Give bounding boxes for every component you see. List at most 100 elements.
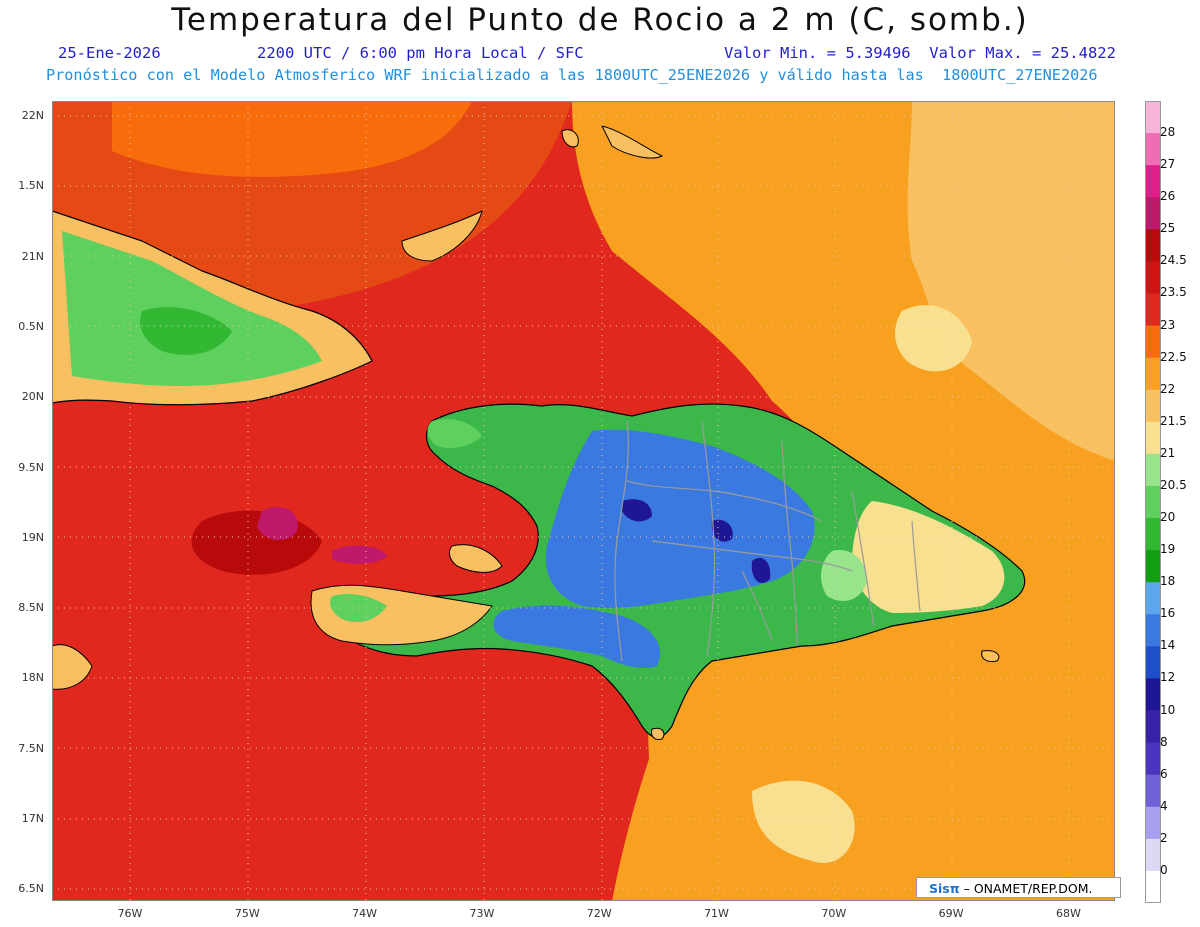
latitude-label: 21N: [21, 249, 44, 263]
colorbar-swatch: [1145, 133, 1161, 166]
colorbar-level-label: 27: [1160, 157, 1176, 172]
hispaniola-blue-core: [545, 429, 815, 609]
light-orange-region: [907, 101, 1115, 461]
latitude-label: 9.5N: [18, 460, 44, 474]
colorbar-swatch: [1145, 357, 1161, 391]
south-yellow-blob: [752, 780, 855, 863]
colorbar-swatch: [1145, 453, 1161, 487]
colorbar-swatch: [1145, 165, 1161, 198]
colorbar-frame: [1145, 101, 1161, 903]
colorbar-level-label: 8: [1160, 734, 1168, 749]
latitude-label: 17N: [21, 812, 44, 825]
north-yellow-blob: [895, 305, 972, 372]
colorbar-level-label: 18: [1160, 574, 1176, 589]
colorbar-swatch: [1145, 421, 1161, 455]
colorbar-level-label: 26: [1160, 189, 1176, 204]
colorbar-swatch: [1145, 870, 1161, 903]
credit-text: – ONAMET/REP.DOM.: [959, 881, 1093, 896]
latitude-label: 0.5N: [18, 319, 44, 333]
colorbar-swatch: [1145, 614, 1161, 647]
colorbar-swatch: [1145, 646, 1161, 679]
longitude-label: 68W: [1055, 907, 1081, 920]
longitude-label: 69W: [938, 907, 964, 920]
turks-caicos: [601, 125, 664, 159]
colorbar-level-label: 23: [1160, 317, 1176, 332]
sispi-logo: Sisπ: [929, 881, 960, 896]
magenta-patch: [257, 507, 298, 541]
latitude-label: 1.5N: [18, 179, 44, 193]
colorbar: [1145, 101, 1161, 903]
colorbar-level-label: 0: [1160, 862, 1168, 877]
colorbar-level-label: 22.5: [1160, 349, 1187, 364]
gonave-island: [448, 544, 503, 573]
longitude-label: 76W: [117, 907, 143, 920]
cold-spot-3: [751, 557, 771, 583]
colorbar-level-label: 12: [1160, 670, 1176, 685]
colorbar-swatch: [1145, 550, 1161, 583]
colorbar-level-label: 23.5: [1160, 285, 1187, 300]
latitude-label: 22N: [21, 109, 44, 122]
southwest-blue: [493, 605, 661, 668]
colorbar-level-label: 2: [1160, 830, 1168, 845]
cuba-green-area: [62, 231, 322, 386]
latitude-label: 20N: [21, 390, 44, 404]
colorbar-swatch: [1145, 774, 1161, 808]
cold-spot-2: [711, 519, 733, 542]
longitude-label: 75W: [234, 907, 260, 920]
latitude-label: 18N: [21, 671, 44, 685]
colorbar-swatch: [1145, 678, 1161, 712]
east-yellow-region: [852, 501, 1005, 613]
colorbar-swatch: [1145, 197, 1161, 230]
latitude-label: 6.5N: [18, 882, 44, 896]
great-inagua: [401, 210, 483, 262]
colorbar-swatch: [1145, 742, 1161, 776]
colorbar-swatch: [1145, 838, 1161, 872]
cuba-dark-green: [140, 307, 232, 355]
south-orange-region: [648, 653, 1115, 901]
cold-spot-1: [622, 499, 652, 522]
colorbar-level-label: 20.5: [1160, 477, 1187, 492]
saona-island: [981, 650, 1000, 662]
northwest-green: [427, 419, 482, 448]
minmax-label: Valor Min. = 5.39496 Valor Max. = 25.482…: [724, 44, 1116, 62]
colorbar-swatch: [1145, 101, 1161, 134]
colorbar-level-label: 10: [1160, 702, 1176, 717]
colorbar-swatch: [1145, 806, 1161, 840]
credit-box: Sisπ – ONAMET/REP.DOM.: [916, 877, 1121, 898]
time-label: 2200 UTC / 6:00 pm Hora Local / SFC: [257, 44, 584, 62]
dewpoint-map: [52, 101, 1115, 901]
colorbar-swatch: [1145, 261, 1161, 294]
small-island: [561, 129, 579, 148]
north-orange-band: [112, 101, 472, 177]
colorbar-level-label: 24.5: [1160, 253, 1187, 268]
colorbar-swatch: [1145, 389, 1161, 423]
forecast-label: Pronóstico con el Modelo Atmosferico WRF…: [46, 66, 1098, 84]
colorbar-swatch: [1145, 518, 1161, 551]
map-title: Temperatura del Punto de Rocio a 2 m (C,…: [171, 2, 1029, 38]
colorbar-swatch: [1145, 229, 1161, 262]
longitude-label: 73W: [469, 907, 495, 920]
province-borders: [614, 420, 921, 662]
beata-island: [651, 727, 665, 740]
colorbar-swatch: [1145, 710, 1161, 744]
colorbar-level-label: 19: [1160, 542, 1176, 557]
graticule: [52, 101, 1115, 901]
longitude-label: 71W: [704, 907, 729, 920]
colorbar-level-label: 25: [1160, 221, 1176, 236]
colorbar-swatch: [1145, 293, 1161, 327]
date-label: 25-Ene-2026: [58, 44, 161, 62]
colorbar-level-label: 22: [1160, 381, 1176, 396]
colorbar-level-label: 4: [1160, 798, 1168, 813]
colorbar-level-label: 6: [1160, 766, 1168, 781]
colorbar-level-label: 21.5: [1160, 413, 1187, 428]
east-lightgreen: [820, 550, 867, 601]
latitude-label: 8.5N: [18, 601, 44, 615]
latitude-label: 19N: [21, 530, 44, 544]
longitude-label: 72W: [586, 907, 612, 920]
longitude-label: 74W: [352, 907, 378, 920]
map-frame: [52, 101, 1115, 901]
colorbar-swatch: [1145, 485, 1161, 519]
colorbar-level-label: 16: [1160, 606, 1176, 621]
colorbar-swatch: [1145, 325, 1161, 359]
colorbar-level-label: 21: [1160, 445, 1176, 460]
